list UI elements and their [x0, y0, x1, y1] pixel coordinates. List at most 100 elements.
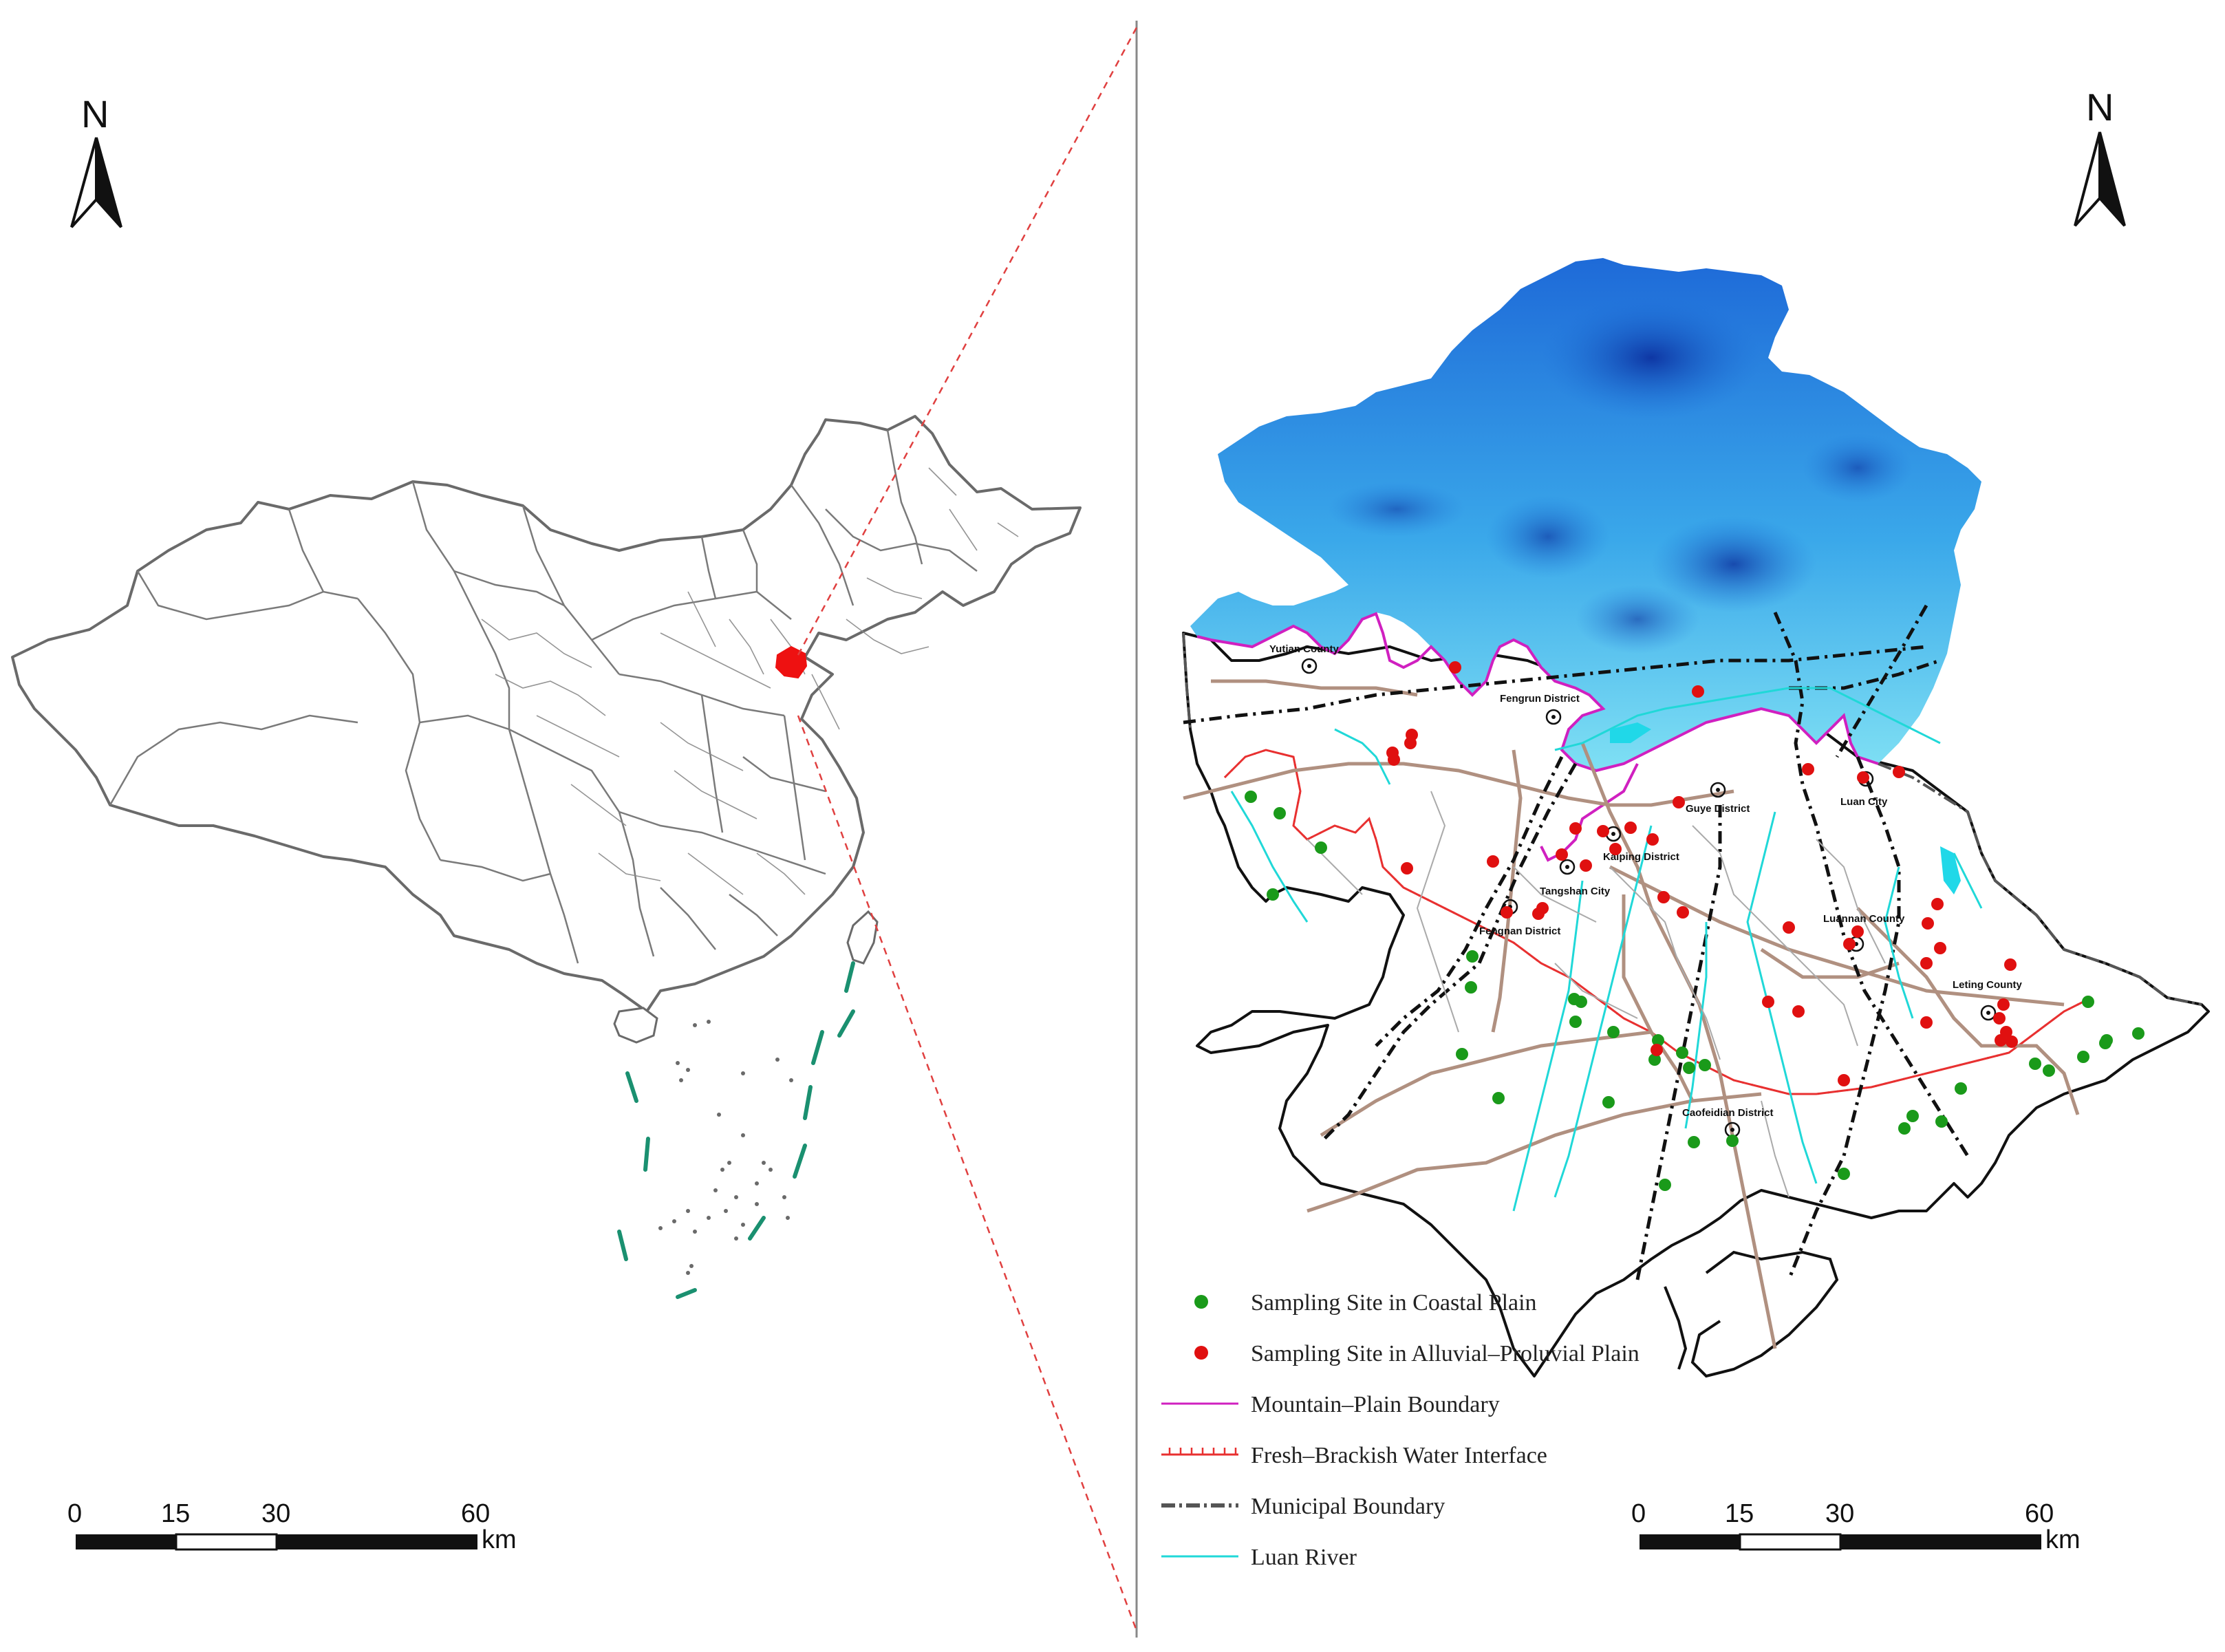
alluvial-site — [1556, 848, 1568, 861]
coastal-site — [2100, 1034, 2113, 1047]
tangshan-detail-map: N — [1161, 85, 2210, 1570]
alluvial-site — [1536, 902, 1549, 914]
svg-text:Luan City: Luan City — [1840, 796, 1888, 808]
alluvial-site — [1580, 859, 1592, 872]
alluvial-site — [1893, 766, 1905, 778]
alluvial-site — [1646, 833, 1659, 846]
coastal-site — [1676, 1047, 1688, 1059]
place-kaiping: Kaiping District — [1603, 826, 1679, 863]
north-label-left: N — [81, 92, 109, 136]
china-overview-map: N — [11, 92, 1082, 1554]
reservoir-1 — [1940, 846, 1961, 894]
legend-item-river: Luan River — [1161, 1545, 1357, 1570]
alluvial-site — [1657, 891, 1670, 903]
north-label-right: N — [2086, 85, 2114, 129]
coastal-site — [1906, 1110, 1919, 1122]
scale-bar-right: 0 15 30 60 km — [1631, 1499, 2081, 1554]
north-arrow-left-light — [70, 137, 98, 228]
alluvial-sampling-sites — [1386, 661, 2018, 1086]
coastal-site — [1688, 1136, 1700, 1148]
coastal-site — [1955, 1082, 1967, 1095]
scale-tick-0: 0 — [1631, 1499, 1646, 1528]
coastal-site — [1726, 1135, 1739, 1147]
scale-tick-15: 15 — [161, 1499, 190, 1528]
coastal-site — [1659, 1179, 1671, 1191]
place-caofeidian: Caofeidian District — [1682, 1107, 1774, 1138]
coastal-site — [2082, 996, 2094, 1008]
railways — [1183, 604, 1970, 1280]
scale-segment-3 — [277, 1534, 477, 1549]
mountain-dem — [1190, 258, 1981, 771]
alluvial-site — [1569, 822, 1582, 835]
coastal-sampling-sites — [1245, 791, 2145, 1191]
coastal-site — [1568, 993, 1580, 1005]
alluvial-site — [1851, 925, 1864, 938]
legend-item-fresh: Fresh–Brackish Water Interface — [1161, 1443, 1547, 1468]
legend: Sampling Site in Coastal Plain Sampling … — [1161, 1290, 1640, 1570]
coastal-site — [1273, 807, 1286, 819]
alluvial-site — [1673, 796, 1685, 808]
scale-segment-3 — [1840, 1534, 2041, 1549]
svg-text:Tangshan City: Tangshan City — [1540, 886, 1611, 897]
legend-swatch-coastal — [1194, 1295, 1208, 1309]
north-arrow-right: N — [2074, 85, 2126, 227]
svg-text:Luan River: Luan River — [1251, 1545, 1357, 1570]
svg-text:Leting County: Leting County — [1953, 979, 2022, 991]
alluvial-site — [1609, 843, 1622, 855]
coastal-site — [1465, 981, 1477, 994]
scale-segment-2 — [1739, 1533, 1842, 1551]
caofeidian-port — [1664, 1250, 1839, 1378]
alluvial-site — [1501, 906, 1513, 919]
alluvial-site — [1934, 942, 1946, 954]
alluvial-site — [1401, 862, 1413, 875]
alluvial-site — [1995, 1034, 2007, 1047]
alluvial-site — [1843, 938, 1856, 950]
alluvial-site — [1677, 906, 1689, 919]
place-leting: Leting County — [1953, 979, 2022, 1021]
coastal-site — [1492, 1092, 1505, 1104]
scale-segment-2 — [175, 1533, 278, 1551]
alluvial-site — [1931, 898, 1944, 910]
scale-tick-60: 60 — [2025, 1499, 2054, 1528]
alluvial-site — [1857, 771, 1869, 784]
svg-text:Caofeidian District: Caofeidian District — [1682, 1107, 1774, 1119]
alluvial-site — [2006, 1036, 2018, 1048]
place-yutian: Yutian County — [1269, 643, 1339, 674]
place-tangshan: Tangshan City — [1540, 859, 1611, 897]
coastal-site — [1466, 950, 1479, 963]
alluvial-site — [1651, 1044, 1663, 1056]
mountain-peak-1 — [1541, 296, 1761, 420]
alluvial-site — [1762, 996, 1774, 1008]
mountain-peak-4 — [1328, 482, 1465, 537]
svg-text:Sampling Site in Coastal Plain: Sampling Site in Coastal Plain — [1251, 1290, 1537, 1316]
alluvial-site — [1449, 661, 1461, 674]
place-fengrun: Fengrun District — [1500, 693, 1580, 725]
place-guye: Guye District — [1686, 782, 1750, 815]
svg-text:Fengnan District: Fengnan District — [1479, 925, 1560, 937]
north-arrow-right-light — [2074, 131, 2101, 227]
north-arrow-left: N — [70, 92, 122, 228]
fresh-brackish-line — [1223, 749, 2092, 1095]
svg-text:Fengrun District: Fengrun District — [1500, 693, 1580, 705]
roads — [1183, 679, 2080, 1349]
svg-text:Sampling Site in Alluvial–Prol: Sampling Site in Alluvial–Proluvial Plai… — [1251, 1341, 1640, 1366]
alluvial-site — [1597, 825, 1609, 837]
province-boundaries — [109, 429, 978, 964]
mountain-peak-2 — [1651, 516, 1816, 612]
alluvial-site — [1783, 921, 1795, 934]
legend-item-mountain: Mountain–Plain Boundary — [1161, 1392, 1500, 1417]
north-arrow-left-dark — [95, 137, 122, 228]
svg-text:Luannan County: Luannan County — [1823, 913, 1905, 925]
coastal-site — [1456, 1048, 1468, 1060]
scale-tick-30: 30 — [1825, 1499, 1854, 1528]
alluvial-site — [1487, 855, 1499, 868]
coastal-site — [1699, 1059, 1711, 1071]
coastal-site — [1315, 841, 1327, 854]
zoom-line-lower — [797, 715, 1138, 1631]
scale-bar-left: 0 15 30 60 km — [67, 1499, 517, 1554]
svg-text:Guye District: Guye District — [1686, 803, 1750, 815]
scale-tick-30: 30 — [261, 1499, 290, 1528]
coastal-site — [1267, 888, 1279, 901]
alluvial-site — [1920, 1016, 1933, 1029]
municipal-boundary — [1182, 632, 2202, 1006]
